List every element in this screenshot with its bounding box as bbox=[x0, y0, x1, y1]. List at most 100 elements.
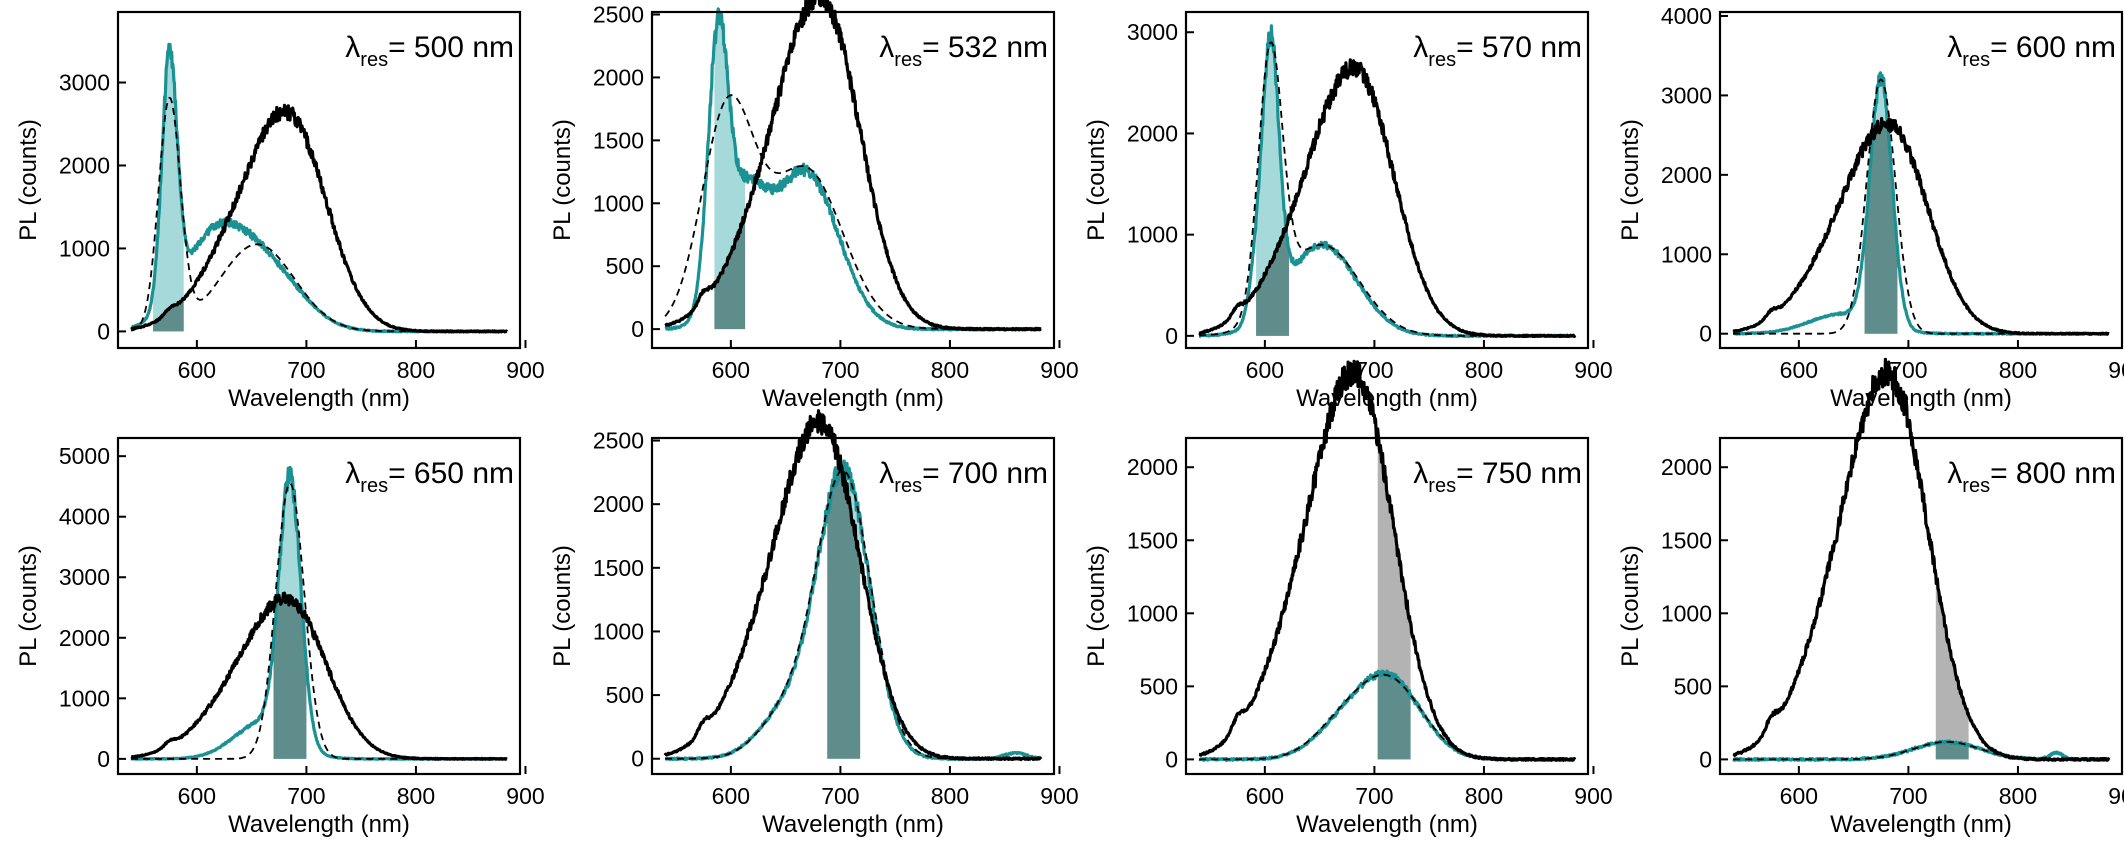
resonance-label: λres= 532 nm bbox=[879, 31, 1048, 71]
series-line-teal bbox=[130, 465, 508, 761]
axis-frame bbox=[650, 436, 1056, 776]
y-tick-label: 500 bbox=[1674, 673, 1712, 699]
series-line-teal bbox=[1732, 739, 2111, 762]
panel-b3: 600 700 800 900 0 500 1000 1500 2000 Wavelength (… bbox=[1083, 359, 1613, 838]
shaded-band-overlap bbox=[1256, 228, 1289, 336]
y-axis-title: PL (counts) bbox=[1083, 119, 1110, 241]
series-line-fit-fit bbox=[130, 96, 508, 333]
y-axis-title: PL (counts) bbox=[1617, 545, 1644, 667]
resonance-label: λres= 650 nm bbox=[345, 457, 514, 497]
x-tick-label: 600 bbox=[1780, 357, 1818, 383]
series-line-black bbox=[664, 0, 1042, 332]
series-line-black bbox=[1732, 357, 2111, 762]
x-tick-label: 700 bbox=[287, 783, 325, 809]
y-tick-label: 1000 bbox=[593, 618, 644, 644]
x-tick-label: 700 bbox=[1889, 783, 1927, 809]
y-tick-label: 1000 bbox=[1127, 600, 1178, 626]
x-tick-label: 700 bbox=[821, 783, 859, 809]
y-tick-label: 1000 bbox=[59, 685, 110, 711]
series-line-teal bbox=[1732, 71, 2110, 336]
series-line-teal bbox=[130, 42, 508, 334]
y-tick-label: 1000 bbox=[1661, 600, 1712, 626]
series-line-fit-fit bbox=[1198, 673, 1576, 761]
y-tick-label: 0 bbox=[97, 746, 110, 772]
series-line-fit-fit bbox=[130, 482, 508, 760]
x-tick-label: 600 bbox=[1246, 783, 1284, 809]
y-tick-label: 1000 bbox=[593, 190, 644, 216]
y-tick-label: 3000 bbox=[59, 70, 110, 96]
resonance-label: λres= 750 nm bbox=[1413, 457, 1582, 497]
x-tick-label: 800 bbox=[931, 783, 969, 809]
y-tick-label: 1500 bbox=[1661, 527, 1712, 553]
y-tick-label: 0 bbox=[631, 746, 644, 772]
y-tick-label: 2000 bbox=[59, 625, 110, 651]
y-tick-label: 500 bbox=[606, 253, 644, 279]
y-tick-label: 1500 bbox=[1127, 527, 1178, 553]
x-tick-label: 600 bbox=[178, 357, 216, 383]
resonance-label: λres= 500 nm bbox=[345, 31, 514, 71]
x-tick-label: 700 bbox=[1355, 357, 1393, 383]
y-tick-label: 1000 bbox=[59, 235, 110, 261]
panel-a4: 60070080090001000200030004000Wavelength … bbox=[1617, 3, 2124, 412]
y-axis-title: PL (counts) bbox=[15, 545, 42, 667]
series-line-fit-fit bbox=[664, 469, 1042, 760]
y-tick-label: 0 bbox=[1165, 746, 1178, 772]
y-tick-label: 3000 bbox=[1661, 82, 1712, 108]
y-tick-label: 4000 bbox=[59, 504, 110, 530]
x-tick-label: 800 bbox=[1999, 783, 2037, 809]
x-tick-label: 800 bbox=[931, 357, 969, 383]
panel-b4: 600 700 800 900 0 500 1000 1500 2000 Wavelength (… bbox=[1617, 357, 2124, 838]
y-axis-title: PL (counts) bbox=[549, 545, 576, 667]
y-tick-label: 2000 bbox=[59, 152, 110, 178]
y-tick-label: 2000 bbox=[1661, 162, 1712, 188]
shaded-band-teal bbox=[1377, 671, 1411, 760]
axis-frame bbox=[650, 10, 1056, 350]
x-tick-label: 600 bbox=[178, 783, 216, 809]
series-line-fit-fit bbox=[1732, 741, 2110, 761]
series-line-fit-fit bbox=[1732, 78, 2110, 335]
x-axis-title: Wavelength (nm) bbox=[762, 811, 944, 838]
y-tick-label: 0 bbox=[1699, 321, 1712, 347]
y-tick-label: 0 bbox=[97, 318, 110, 344]
panel-a2: 600 700 800 900 0 500 1000 1500 2000 2500 Waveleng… bbox=[549, 0, 1079, 412]
series-line-fit-fit bbox=[1198, 41, 1576, 337]
y-tick-label: 1000 bbox=[1127, 222, 1178, 248]
y-tick-label: 500 bbox=[1140, 673, 1178, 699]
axis-frame bbox=[1718, 436, 2124, 776]
y-tick-label: 0 bbox=[1699, 746, 1712, 772]
x-tick-label: 600 bbox=[712, 783, 750, 809]
panel-b2: 600 700 800 900 0 500 1000 1500 2000 2500 Waveleng… bbox=[549, 409, 1079, 838]
shaded-band-overlap bbox=[273, 593, 307, 759]
x-tick-label: 800 bbox=[1465, 357, 1503, 383]
axis-frame bbox=[1184, 436, 1590, 776]
x-axis-title: Wavelength (nm) bbox=[1830, 385, 2012, 412]
y-tick-label: 2000 bbox=[593, 64, 644, 90]
y-tick-label: 2000 bbox=[1127, 120, 1178, 146]
series-line-black bbox=[1198, 359, 1577, 762]
y-tick-label: 0 bbox=[631, 316, 644, 342]
panel-a1: 600 700 800 900 0 1000 2000 3000 Wavelength (nm)… bbox=[15, 10, 545, 412]
y-tick-label: 1000 bbox=[1661, 241, 1712, 267]
axis-frame bbox=[116, 436, 522, 776]
y-tick-label: 3000 bbox=[1127, 19, 1178, 45]
x-tick-label: 700 bbox=[1355, 783, 1393, 809]
x-axis-title: Wavelength (nm) bbox=[1296, 385, 1478, 412]
y-tick-label: 4000 bbox=[1661, 3, 1712, 29]
x-tick-label: 900 bbox=[1574, 783, 1612, 809]
shaded-band-teal bbox=[153, 44, 184, 332]
axis-frame bbox=[1184, 10, 1590, 350]
y-axis-title: PL (counts) bbox=[15, 119, 42, 241]
resonance-label: λres= 700 nm bbox=[879, 457, 1048, 497]
x-tick-label: 900 bbox=[506, 783, 544, 809]
x-axis-title: Wavelength (nm) bbox=[228, 385, 410, 412]
series-line-black bbox=[130, 103, 509, 334]
y-tick-label: 1500 bbox=[593, 127, 644, 153]
axis-frame bbox=[116, 10, 522, 350]
y-tick-label: 2000 bbox=[1661, 454, 1712, 480]
x-tick-label: 600 bbox=[712, 357, 750, 383]
x-tick-label: 900 bbox=[1040, 783, 1078, 809]
shaded-band-overlap bbox=[153, 298, 184, 332]
series-line-black bbox=[1732, 116, 2110, 336]
y-tick-label: 2500 bbox=[593, 428, 644, 454]
